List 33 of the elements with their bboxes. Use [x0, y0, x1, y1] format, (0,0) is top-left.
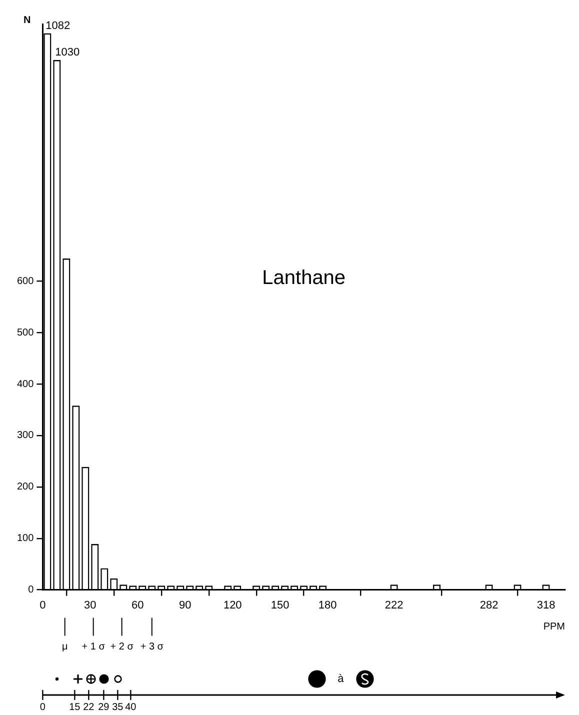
ref-line-label: μ: [62, 642, 68, 653]
text: 22: [83, 702, 95, 713]
y-tick-label: 0: [28, 584, 34, 596]
x-tick-label: 30: [84, 599, 96, 612]
x-tick-label: 180: [318, 599, 337, 612]
text: 0: [40, 702, 46, 713]
x-tick-label: 222: [384, 599, 404, 612]
x-tick-label: 150: [270, 599, 290, 612]
data-label: 1082: [46, 20, 70, 32]
x-tick-label: 318: [536, 599, 556, 612]
x-tick-label: 282: [480, 599, 498, 612]
x-tick-label: 0: [40, 599, 46, 612]
x-tick-label: 90: [179, 599, 192, 612]
x-tick-label: 60: [132, 599, 144, 612]
x-tick-label: 120: [223, 599, 242, 612]
text: à: [338, 673, 345, 686]
text: Lanthane: [262, 267, 346, 290]
data-label: 1030: [55, 46, 80, 59]
y-tick-label: 400: [16, 378, 34, 390]
ref-line-label: + 1 σ: [82, 642, 106, 653]
y-axis-title: N: [23, 14, 31, 26]
text: 29: [98, 702, 110, 713]
y-tick-label: 300: [16, 430, 34, 442]
y-tick-label: 600: [16, 276, 34, 287]
text: 40: [125, 702, 137, 713]
y-tick-label: 100: [16, 533, 34, 544]
text: 15: [69, 702, 81, 713]
ref-line-label: + 2 σ: [110, 642, 134, 653]
x-axis-title: PPM: [543, 622, 565, 633]
ref-line-label: + 3 σ: [140, 642, 164, 653]
y-tick-label: 500: [16, 327, 34, 338]
text: 35: [112, 702, 124, 713]
y-tick-label: 200: [16, 482, 34, 493]
